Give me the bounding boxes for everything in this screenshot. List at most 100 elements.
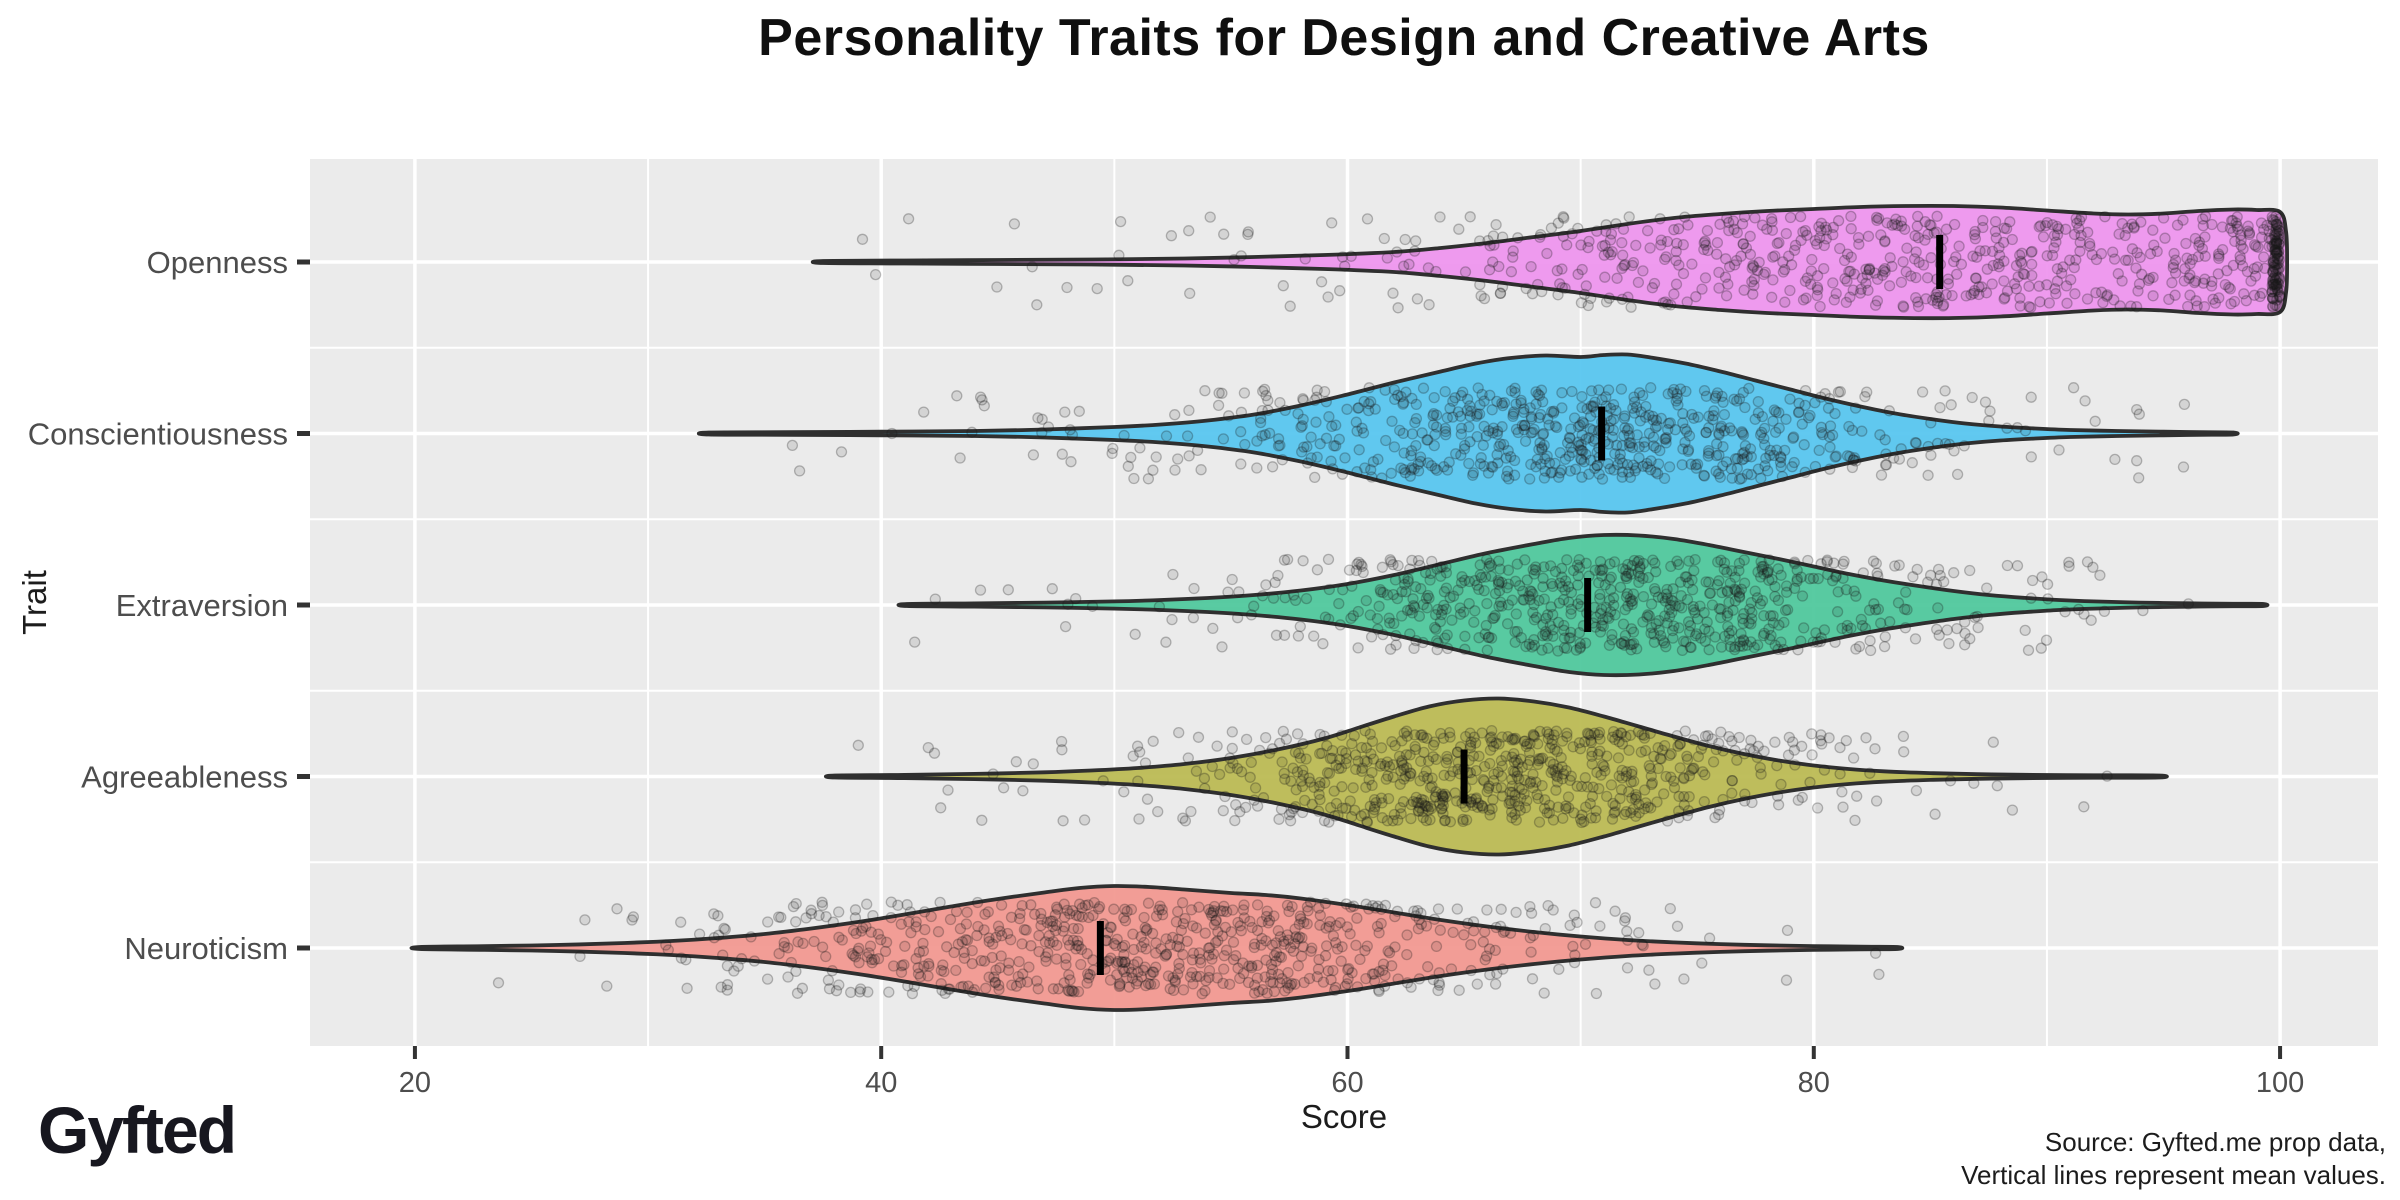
data-point [1425, 800, 1437, 813]
data-point [1311, 564, 1324, 576]
data-point [1042, 421, 1055, 433]
data-point [1862, 230, 1875, 242]
data-point [2099, 211, 2111, 223]
data-point [1662, 423, 1674, 436]
data-point [1824, 441, 1836, 453]
data-point [1897, 300, 1909, 312]
data-point [2209, 297, 2221, 309]
data-point [1366, 471, 1378, 483]
data-point [1939, 437, 1952, 450]
data-point [1097, 775, 1109, 787]
data-point [2070, 212, 2082, 225]
data-point [1297, 393, 1309, 405]
data-point [1253, 985, 1265, 998]
data-point [1582, 728, 1595, 740]
data-point [1843, 265, 1855, 278]
data-point [1645, 455, 1657, 467]
data-point [1606, 246, 1618, 258]
data-point [816, 941, 829, 953]
data-point [1487, 230, 1500, 242]
data-point [2095, 286, 2108, 298]
data-point [1226, 726, 1238, 738]
data-point [1459, 643, 1471, 655]
data-point [1698, 795, 1710, 808]
data-point [1360, 972, 1372, 985]
data-point [1422, 434, 1434, 446]
data-point [1976, 281, 1988, 293]
y-axis-label-conscientiousness: Conscientiousness [28, 416, 288, 451]
data-point [2050, 236, 2062, 248]
data-point [1356, 422, 1368, 434]
data-point [1702, 730, 1714, 742]
data-point [1391, 905, 1404, 917]
data-point [1650, 566, 1662, 578]
data-point [1814, 232, 1826, 244]
data-point [1579, 938, 1592, 950]
data-point [2148, 239, 2160, 251]
data-point [1811, 636, 1824, 648]
data-point [1905, 270, 1917, 282]
data-point [826, 965, 838, 977]
data-point [1361, 940, 1373, 952]
data-point [1510, 423, 1523, 436]
data-point [1169, 409, 1181, 421]
data-point [1829, 407, 1841, 420]
data-point [1320, 432, 1333, 444]
data-point [2128, 222, 2140, 234]
data-point [2034, 220, 2047, 232]
data-point [1614, 448, 1626, 460]
data-point [1132, 775, 1144, 787]
data-point [2241, 265, 2254, 278]
jitter-points-openness [856, 210, 2286, 314]
data-point [997, 782, 1010, 794]
data-point [918, 406, 930, 418]
data-point [1552, 217, 1564, 229]
data-point [1741, 468, 1754, 480]
data-point [2082, 226, 2094, 238]
data-point [1016, 938, 1028, 950]
data-point [1337, 584, 1349, 596]
data-point [966, 944, 978, 957]
data-point [1679, 423, 1691, 435]
data-point [1839, 273, 1851, 285]
data-point [1692, 750, 1705, 763]
data-point [2101, 770, 2113, 782]
data-point [1583, 468, 1595, 480]
data-point [2159, 232, 2171, 244]
data-point [1615, 784, 1628, 796]
data-point [1703, 576, 1715, 588]
data-point [1518, 424, 1530, 436]
data-point [1762, 465, 1774, 477]
data-point [1650, 414, 1663, 427]
data-point [1895, 276, 1908, 288]
data-point [1559, 453, 1572, 465]
data-point [1639, 744, 1652, 757]
data-point [2224, 222, 2237, 234]
data-point [1406, 428, 1419, 440]
data-point [2074, 236, 2086, 249]
data-point-max [2272, 257, 2285, 270]
data-point [1392, 973, 1404, 985]
data-point [1879, 631, 1891, 643]
data-point [1852, 231, 1865, 244]
data-point [1119, 956, 1131, 968]
data-point [979, 908, 991, 920]
data-point [1829, 636, 1841, 648]
data-point [1616, 772, 1628, 784]
data-point [721, 960, 734, 972]
data-point [1429, 428, 1441, 441]
data-point [1621, 459, 1634, 471]
data-point [1468, 616, 1480, 628]
data-point [1662, 298, 1674, 311]
data-point [2243, 228, 2256, 241]
data-point [1321, 740, 1333, 752]
data-point [1218, 963, 1230, 975]
data-point [1737, 238, 1749, 250]
data-point [1518, 403, 1530, 415]
data-point [2166, 277, 2178, 289]
data-point [1900, 266, 1912, 278]
data-point [2078, 801, 2090, 813]
x-axis-title: Score [1301, 1098, 1387, 1135]
data-point [1784, 393, 1796, 405]
data-point [2235, 239, 2247, 252]
